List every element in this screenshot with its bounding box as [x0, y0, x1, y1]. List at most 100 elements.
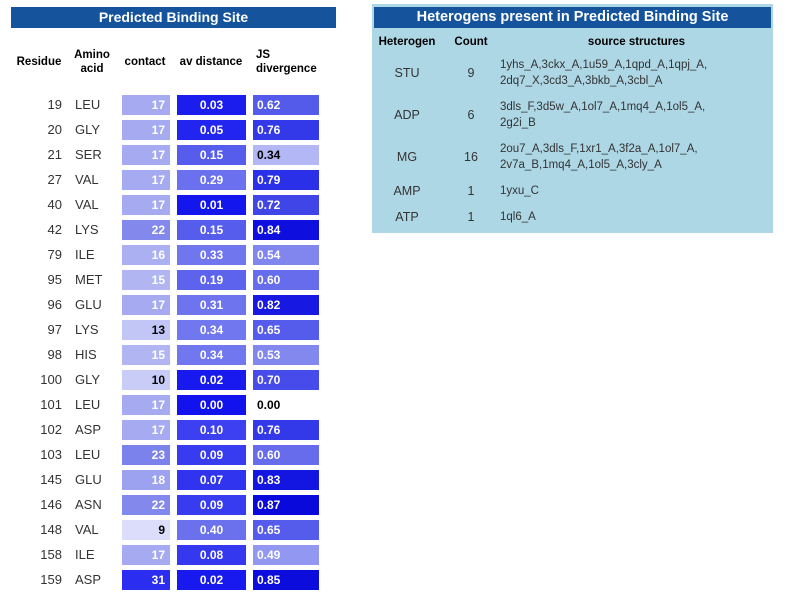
amino-acid-code: GLU [75, 472, 102, 487]
heterogens-rows: STU 9 1yhs_A,3ckx_A,1u59_A,1qpd_A,1qpj_A… [372, 52, 773, 230]
amino-acid-code: ASP [75, 572, 102, 587]
contact-count-cell: 17 [122, 295, 170, 315]
js-divergence-cell: 0.87 [253, 495, 319, 515]
av-distance-cell: 0.01 [177, 195, 246, 215]
binding-site-column-headers: Residue Amino acid contact av distance J… [11, 45, 336, 79]
binding-site-table-row: 159 ASP 31 0.02 0.85 [11, 570, 336, 590]
residue-number: 101 [40, 397, 62, 412]
source-structures: 3dls_F,3d5w_A,1ol7_A,1mq4_A,1ol5_A, 2g2i… [500, 101, 706, 129]
amino-acid-code: ILE [75, 247, 95, 262]
av-distance-cell: 0.29 [177, 170, 246, 190]
binding-site-table-row: 79 ILE 16 0.33 0.54 [11, 245, 336, 265]
amino-acid-code: GLU [75, 297, 102, 312]
heterogen-count: 1 [467, 210, 475, 224]
av-distance-cell: 0.40 [177, 520, 246, 540]
js-divergence-cell: 0.49 [253, 545, 319, 565]
heterogen-table-row: AMP 1 1yxu_C [372, 178, 773, 204]
av-distance-cell: 0.02 [177, 570, 246, 590]
residue-number: 158 [40, 547, 62, 562]
residue-number: 27 [47, 172, 62, 187]
heterogens-column-headers: Heterogen Count source structures [372, 36, 773, 48]
binding-site-table-row: 40 VAL 17 0.01 0.72 [11, 195, 336, 215]
binding-site-table-row: 21 SER 17 0.15 0.34 [11, 145, 336, 165]
binding-site-table-row: 20 GLY 17 0.05 0.76 [11, 120, 336, 140]
heterogen-count: 6 [467, 108, 475, 122]
heterogen-count: 1 [467, 184, 475, 198]
av-distance-cell: 0.09 [177, 445, 246, 465]
js-divergence-cell: 0.34 [253, 145, 319, 165]
heterogen-count: 9 [467, 66, 475, 80]
residue-number: 148 [40, 522, 62, 537]
av-distance-cell: 0.33 [177, 245, 246, 265]
amino-acid-code: LEU [75, 397, 101, 412]
residue-number: 96 [47, 297, 62, 312]
av-distance-cell: 0.34 [177, 320, 246, 340]
heterogen-code: STU [394, 66, 420, 80]
binding-site-table-row: 27 VAL 17 0.29 0.79 [11, 170, 336, 190]
av-distance-cell: 0.07 [177, 470, 246, 490]
amino-acid-code: LEU [75, 97, 101, 112]
amino-acid-code: SER [75, 147, 102, 162]
av-distance-cell: 0.10 [177, 420, 246, 440]
binding-site-table-row: 101 LEU 17 0.00 0.00 [11, 395, 336, 415]
residue-number: 20 [47, 122, 62, 137]
residue-number: 19 [47, 97, 62, 112]
binding-site-rows: 19 LEU 17 0.03 0.62 20 GLY 17 0.05 0.76 … [11, 95, 336, 595]
js-divergence-cell: 0.62 [253, 95, 319, 115]
residue-number: 98 [47, 347, 62, 362]
residue-number: 159 [40, 572, 62, 587]
contact-count-cell: 17 [122, 120, 170, 140]
contact-count-cell: 22 [122, 220, 170, 240]
heterogen-table-row: ATP 1 1ql6_A [372, 204, 773, 230]
av-distance-cell: 0.02 [177, 370, 246, 390]
av-distance-cell: 0.34 [177, 345, 246, 365]
contact-count-cell: 17 [122, 395, 170, 415]
residue-number: 40 [47, 197, 62, 212]
av-distance-cell: 0.19 [177, 270, 246, 290]
contact-count-cell: 17 [122, 195, 170, 215]
contact-count-cell: 16 [122, 245, 170, 265]
heterogens-panel-title: Heterogens present in Predicted Binding … [374, 7, 771, 28]
binding-site-table-row: 96 GLU 17 0.31 0.82 [11, 295, 336, 315]
av-distance-cell: 0.15 [177, 145, 246, 165]
source-structures-column-header: source structures [587, 36, 686, 48]
binding-site-table-row: 19 LEU 17 0.03 0.62 [11, 95, 336, 115]
contact-count-cell: 15 [122, 345, 170, 365]
amino-acid-code: VAL [75, 197, 99, 212]
residue-number: 42 [47, 222, 62, 237]
av-distance-cell: 0.03 [177, 95, 246, 115]
js-divergence-cell: 0.65 [253, 520, 319, 540]
amino-acid-code: HIS [75, 347, 97, 362]
binding-site-table-row: 146 ASN 22 0.09 0.87 [11, 495, 336, 515]
amino-acid-code: ASP [75, 422, 102, 437]
contact-count-cell: 17 [122, 145, 170, 165]
av-distance-cell: 0.31 [177, 295, 246, 315]
heterogen-table-row: MG 16 2ou7_A,3dls_F,1xr1_A,3f2a_A,1ol7_A… [372, 136, 773, 178]
residue-number: 103 [40, 447, 62, 462]
contact-column-header: contact [124, 56, 166, 68]
binding-site-table-row: 158 ILE 17 0.08 0.49 [11, 545, 336, 565]
amino-acid-code: GLY [75, 122, 101, 137]
heterogen-count: 16 [464, 150, 478, 164]
amino-acid-code: VAL [75, 522, 99, 537]
js-divergence-cell: 0.85 [253, 570, 319, 590]
js-divergence-cell: 0.65 [253, 320, 319, 340]
predicted-binding-site-title: Predicted Binding Site [11, 7, 336, 28]
source-structures: 1ql6_A [500, 211, 536, 223]
heterogen-table-row: STU 9 1yhs_A,3ckx_A,1u59_A,1qpd_A,1qpj_A… [372, 52, 773, 94]
av-distance-cell: 0.08 [177, 545, 246, 565]
js-divergence-cell: 0.54 [253, 245, 319, 265]
heterogen-column-header: Heterogen [378, 36, 436, 48]
js-divergence-cell: 0.76 [253, 120, 319, 140]
contact-count-cell: 31 [122, 570, 170, 590]
amino-acid-code: LYS [75, 222, 99, 237]
binding-site-table-row: 103 LEU 23 0.09 0.60 [11, 445, 336, 465]
heterogen-table-row: ADP 6 3dls_F,3d5w_A,1ol7_A,1mq4_A,1ol5_A… [372, 94, 773, 136]
js-divergence-cell: 0.83 [253, 470, 319, 490]
amino-acid-code: MET [75, 272, 103, 287]
residue-number: 146 [40, 497, 62, 512]
contact-count-cell: 17 [122, 95, 170, 115]
heterogen-code: AMP [393, 184, 421, 198]
js-divergence-cell: 0.72 [253, 195, 319, 215]
